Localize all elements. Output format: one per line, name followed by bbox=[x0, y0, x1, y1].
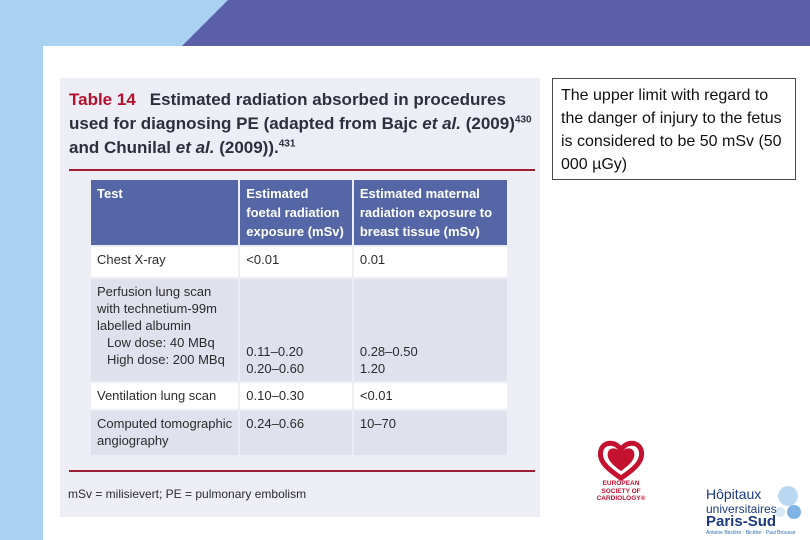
header-test: Test bbox=[88, 178, 241, 247]
cell-foetal: 0.11–0.20 0.20–0.60 bbox=[238, 277, 354, 383]
table-rule-bottom bbox=[69, 470, 535, 472]
cell-foetal: <0.01 bbox=[238, 245, 354, 279]
table-row: Ventilation lung scan 0.10–0.30 <0.01 bbox=[88, 381, 510, 411]
table-row: Computed tomographic angiography 0.24–0.… bbox=[88, 409, 510, 457]
foetal-low: 0.11–0.20 bbox=[246, 344, 304, 359]
cell-maternal: 0.01 bbox=[351, 245, 510, 279]
title-part1: Estimated radiation absorbed in procedur… bbox=[69, 90, 506, 133]
esc-line3: CARDIOLOGY® bbox=[596, 495, 646, 502]
hopitaux-line4: Antoine Béclère · Bicêtre · Paul Brousse bbox=[706, 530, 796, 536]
cell-maternal: 10–70 bbox=[351, 409, 510, 457]
table-title: Table 14 Estimated radiation absorbed in … bbox=[69, 88, 535, 160]
esc-logo-text: EUROPEAN SOCIETY OF CARDIOLOGY® bbox=[588, 480, 654, 503]
esc-line1: EUROPEAN bbox=[602, 480, 640, 487]
table-rule-top bbox=[69, 169, 535, 171]
perfusion-test-label: Perfusion lung scan with technetium-99m … bbox=[97, 284, 217, 333]
title-ref2: 431 bbox=[278, 138, 296, 150]
title-ref1: 430 bbox=[514, 114, 532, 126]
cell-foetal: 0.10–0.30 bbox=[238, 381, 354, 411]
header-maternal: Estimated maternal radiation exposure to… bbox=[351, 178, 510, 247]
hopitaux-line3: Paris-Sud bbox=[706, 513, 777, 530]
table-number: Table 14 bbox=[69, 90, 136, 109]
high-dose-label: High dose: 200 MBq bbox=[107, 352, 225, 367]
low-dose-label: Low dose: 40 MBq bbox=[107, 335, 215, 350]
title-part3: and Chunilal bbox=[69, 138, 176, 157]
cell-maternal: 0.28–0.50 1.20 bbox=[351, 277, 510, 383]
maternal-high: 1.20 bbox=[359, 361, 386, 376]
cell-test: Computed tomographic angiography bbox=[88, 409, 241, 457]
table-header-row: Test Estimated foetal radiation exposure… bbox=[88, 178, 510, 247]
radiation-table: Test Estimated foetal radiation exposure… bbox=[88, 178, 510, 457]
title-part2: (2009) bbox=[461, 114, 515, 133]
table-footnote: mSv = milisievert; PE = pulmonary emboli… bbox=[68, 487, 307, 501]
cell-test: Perfusion lung scan with technetium-99m … bbox=[88, 277, 241, 383]
hopitaux-line2: universitaires bbox=[706, 502, 777, 516]
hopitaux-line1: Hôpitaux bbox=[706, 486, 762, 502]
header-dark-band bbox=[182, 0, 810, 46]
title-etal1: et al. bbox=[422, 114, 462, 133]
cell-test: Chest X-ray bbox=[88, 245, 241, 279]
foetal-high: 0.20–0.60 bbox=[246, 361, 305, 376]
esc-line2: SOCIETY OF bbox=[601, 487, 641, 495]
maternal-low: 0.28–0.50 bbox=[359, 344, 418, 359]
cell-maternal: <0.01 bbox=[351, 381, 510, 411]
table-figure: Table 14 Estimated radiation absorbed in … bbox=[60, 78, 540, 517]
cell-foetal: 0.24–0.66 bbox=[238, 409, 354, 457]
cell-test: Ventilation lung scan bbox=[88, 381, 241, 411]
title-part4: (2009)). bbox=[214, 138, 279, 157]
hopitaux-logo-icon bbox=[775, 486, 801, 519]
title-etal2: et al. bbox=[175, 138, 215, 157]
table-row: Perfusion lung scan with technetium-99m … bbox=[88, 277, 510, 383]
table-row: Chest X-ray <0.01 0.01 bbox=[88, 245, 510, 279]
header-foetal: Estimated foetal radiation exposure (mSv… bbox=[238, 178, 354, 247]
fetus-limit-callout: The upper limit with regard to the dange… bbox=[552, 78, 796, 180]
esc-heart-icon bbox=[597, 440, 645, 482]
